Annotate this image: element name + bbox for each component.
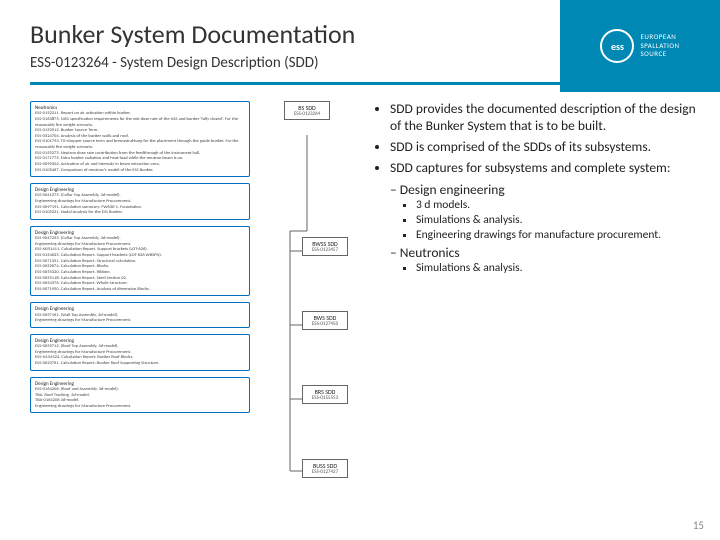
bullet-item: SDD provides the documented description … [390,101,700,135]
doc-line: ESS-0105231. Nodal Analysis for the ESS … [35,210,245,216]
doc-line: ESS-0071950. Calculation Report. Analysi… [35,287,245,293]
document-box: NeutronicsESS-0152311. Report on air act… [30,101,250,177]
doc-line: Engineering drawings for Manufacture Pro… [35,404,245,410]
page-number: 15 [693,519,704,532]
node-id: ESS-0127450 [303,322,347,328]
doc-line: ESS-0023761. Calculation Report: Bunker … [35,361,245,367]
tree-node: BWSS SDDESS-0123457 [302,237,348,256]
detail-item: 3 d models. [416,198,700,212]
logo-text: EUROPEANSPALLATIONSOURCE [640,33,679,58]
sdd-tree-column: BS SDDESS-0123264 BWSS SDDESS-0123457 BWS … [254,101,360,413]
sub-list: Design engineering 3 d models. Simulatio… [372,181,700,275]
document-box: Design EngineeringESS-0041275. (Collar T… [30,183,250,220]
tree-node: BUSS SDDESS-0127427 [302,459,348,478]
main-bullet-list: SDD provides the documented description … [372,101,700,177]
detail-list: 3 d models. Simulations & analysis. Engi… [390,198,700,242]
bullet-item: SDD captures for subsystems and complete… [390,160,700,177]
content-area: NeutronicsESS-0152311. Report on air act… [0,85,720,413]
detail-item: Simulations & analysis. [416,261,700,275]
document-box: Design EngineeringESS-0164206. (Roof and… [30,377,250,414]
tree-node: BWS SDDESS-0127450 [302,311,348,330]
doc-line: Engineering drawings for Manufacture Pro… [35,318,245,324]
doc-line: ESS-0105467. Comparison of neutron/c mod… [35,168,245,174]
document-box: Design EngineeringESS-0059712. (Roof Top… [30,334,250,371]
node-id: ESS-0127427 [303,470,347,476]
ess-logo-icon: ess [600,29,634,63]
detail-item: Simulations & analysis. [416,213,700,227]
sub-item: Neutronics Simulations & analysis. [390,244,700,275]
document-box: Design EngineeringESS-0057161. (Wall Top… [30,302,250,328]
detail-list: Simulations & analysis. [390,261,700,275]
node-id: ESS-0155553 [303,396,347,402]
document-box: Design EngineeringESS-0047255. (Collar T… [30,226,250,297]
node-id: ESS-0123457 [303,248,347,254]
sub-item: Design engineering 3 d models. Simulatio… [390,181,700,242]
logo-band: ess EUROPEANSPALLATIONSOURCE [560,0,720,92]
tree-node: BS SDDESS-0123264 [284,101,330,120]
doc-line: ESS-0163875. NISS specification requirem… [35,117,245,128]
tree-node: BRS SDDESS-0155553 [302,385,348,404]
detail-item: Engineering drawings for manufacture pro… [416,228,700,242]
description-column: SDD provides the documented description … [364,101,700,413]
node-id: ESS-0123264 [285,112,329,118]
doc-line: ESS-0101793. T0-chopper source term and … [35,139,245,150]
document-list-column: NeutronicsESS-0152311. Report on air act… [30,101,250,413]
bullet-item: SDD is comprised of the SDDs of its subs… [390,139,700,156]
